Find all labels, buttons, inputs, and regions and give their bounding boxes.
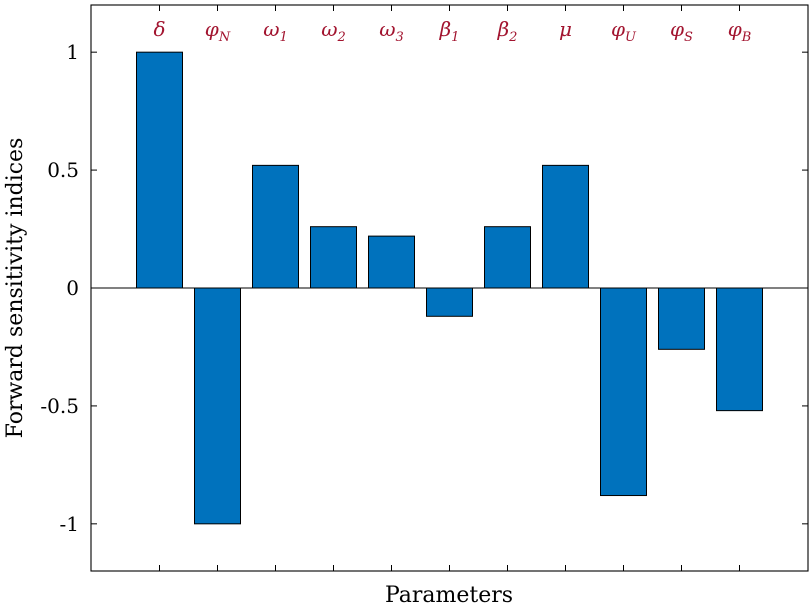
parameter-label: ω2 (321, 17, 346, 45)
y-tick-label: -0.5 (40, 394, 79, 418)
bars-group (136, 51, 763, 525)
parameter-label: δ (153, 17, 165, 41)
parameter-label: φU (611, 17, 637, 45)
parameter-label: β1 (439, 17, 460, 45)
bar (658, 287, 705, 350)
parameter-label: μ (559, 17, 572, 41)
parameter-label: φB (728, 17, 752, 45)
parameter-label: ω3 (379, 17, 404, 45)
x-axis-title: Parameters (385, 583, 513, 608)
bar (136, 51, 183, 289)
y-tick-label: 0 (66, 276, 79, 300)
y-ticks-group: -1 -0.5 0 0.5 1 (40, 40, 808, 536)
parameter-label: β2 (497, 17, 518, 45)
y-tick-label: -1 (60, 512, 79, 536)
bar (716, 287, 763, 412)
parameter-labels-group: δ φN ω1 ω2 ω3 β1 β2 μ φU φS φB (153, 17, 751, 45)
bar (194, 287, 241, 525)
y-tick-label: 1 (66, 40, 79, 64)
x-ticks-group (159, 5, 740, 571)
parameter-label: ω1 (263, 17, 288, 45)
bar (484, 226, 531, 289)
y-axis-title: Forward sensitivity indices (3, 138, 28, 439)
y-tick-label: 0.5 (47, 158, 79, 182)
parameter-label: φN (205, 17, 231, 45)
bar (426, 287, 473, 317)
bar (542, 164, 589, 289)
bar (368, 235, 415, 289)
bar (600, 287, 647, 497)
bar (252, 164, 299, 289)
bar (310, 226, 357, 289)
parameter-label: φS (670, 17, 693, 45)
